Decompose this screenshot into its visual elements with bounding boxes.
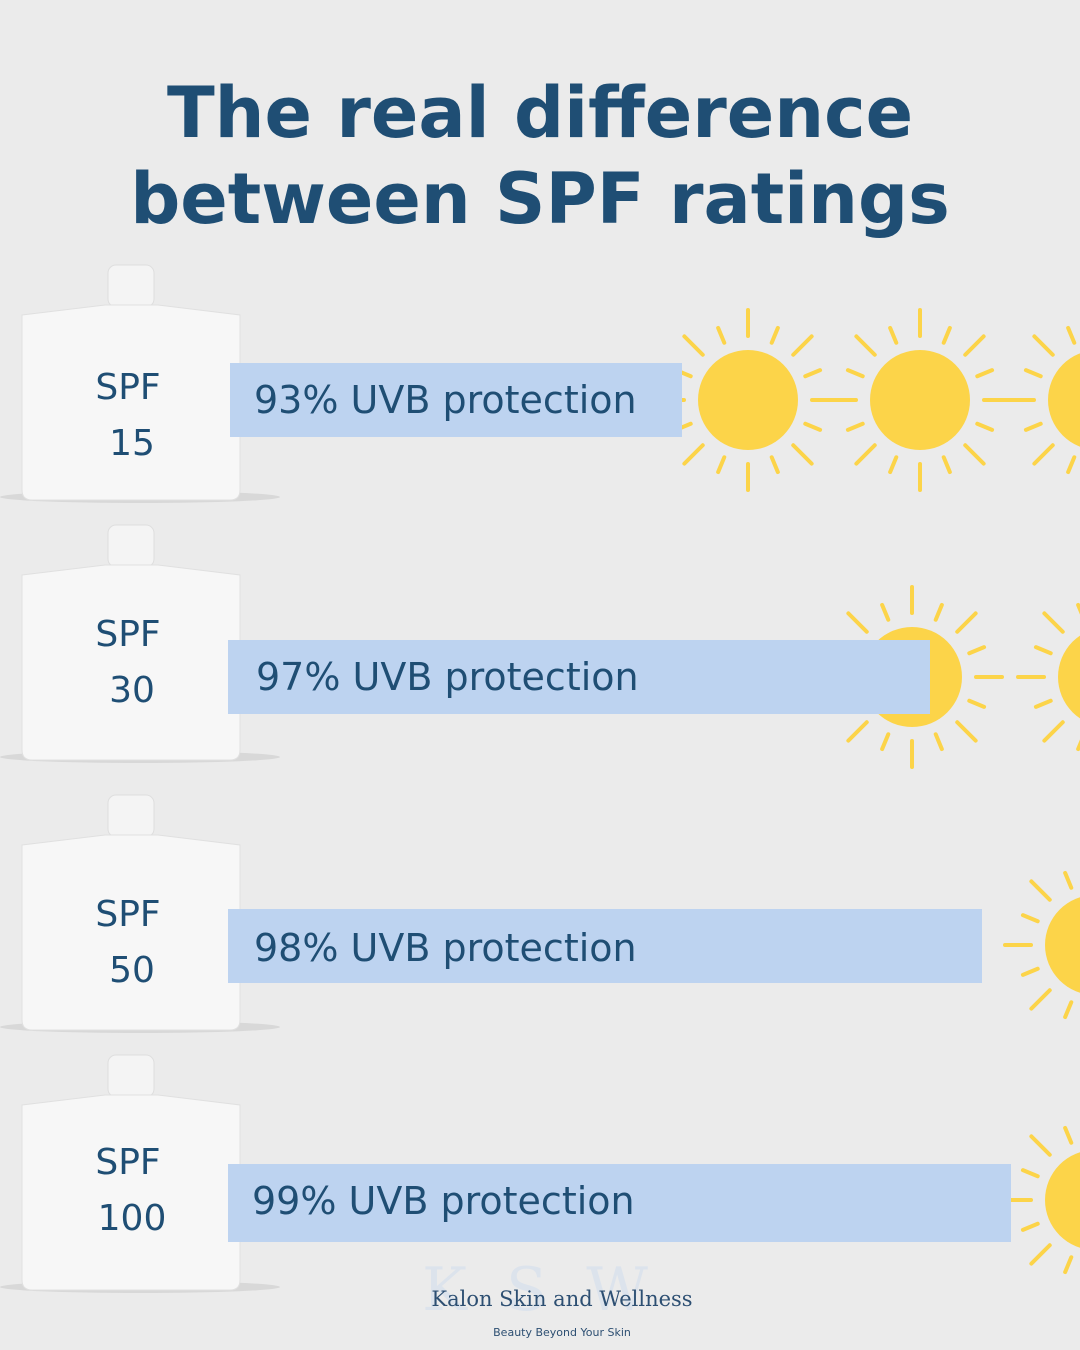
- sun-ray: [803, 368, 823, 379]
- sun-ray: [1029, 988, 1052, 1011]
- sun-ray: [963, 334, 986, 357]
- title-line: The real difference: [166, 72, 914, 154]
- sun-ray: [1042, 611, 1065, 634]
- tagline: Beauty Beyond Your Skin: [493, 1326, 631, 1339]
- sun-ray: [1042, 720, 1065, 743]
- sun-ray: [1029, 1134, 1052, 1157]
- sun: [1048, 353, 1080, 447]
- sun-ray: [1066, 455, 1077, 475]
- sun-ray: [880, 732, 891, 752]
- spf-value: 30: [109, 670, 155, 711]
- sun-ray: [1033, 645, 1053, 656]
- sun-ray: [769, 455, 780, 475]
- sun-ray: [975, 421, 995, 432]
- sun-ray: [1032, 443, 1055, 466]
- watermark: K S W: [422, 1255, 658, 1325]
- spf-label: SPF: [95, 614, 161, 655]
- bottle-body: [21, 1094, 241, 1291]
- sun: [698, 350, 798, 450]
- sun: [1058, 635, 1080, 719]
- sun-ray: [791, 334, 814, 357]
- sun-ray: [1032, 334, 1055, 357]
- spf-value: 100: [97, 1198, 167, 1239]
- sun-ray: [1023, 421, 1043, 432]
- sun-ray: [1033, 698, 1053, 709]
- sun: [1045, 897, 1080, 993]
- protection: 99% UVB protection: [252, 1179, 635, 1223]
- sun-ray: [1063, 1255, 1074, 1275]
- sun-ray: [1029, 879, 1052, 902]
- sun-ray: [941, 455, 952, 475]
- protection: 97% UVB protection: [256, 655, 639, 699]
- bottle-body: [21, 834, 241, 1031]
- bar: [228, 1164, 1011, 1242]
- bar: [228, 640, 930, 714]
- bottle-body: [21, 564, 241, 761]
- sun-ray: [1020, 966, 1040, 977]
- spf-value: 15: [109, 423, 155, 464]
- sun-ray: [1020, 913, 1040, 924]
- sun-ray: [955, 720, 978, 743]
- bottle-cap: [107, 524, 155, 568]
- bottle-body: [21, 304, 241, 501]
- sun-ray: [975, 368, 995, 379]
- sun-ray: [1020, 1168, 1040, 1179]
- sun-ray: [888, 455, 899, 475]
- sun-ray: [941, 325, 952, 345]
- sun-ray: [1076, 602, 1080, 615]
- sun-ray: [716, 455, 727, 475]
- spf-value: 50: [109, 950, 155, 991]
- sun-ray: [803, 421, 823, 432]
- sun-ray: [846, 720, 869, 743]
- bottle-cap: [107, 1054, 155, 1098]
- sun-ray: [1066, 325, 1077, 345]
- sun-ray: [933, 602, 944, 622]
- protection: 93% UVB protection: [254, 378, 637, 422]
- spf-label: SPF: [95, 367, 161, 408]
- sun-ray: [933, 732, 944, 752]
- sun-ray: [854, 334, 877, 357]
- brand: Kalon Skin and Wellness: [431, 1287, 693, 1311]
- bottle-cap: [107, 264, 155, 308]
- sun-ray: [1063, 870, 1074, 890]
- sun-ray: [846, 611, 869, 634]
- spf-label: SPF: [95, 1142, 161, 1183]
- sun-ray: [1076, 739, 1080, 752]
- sun-ray: [1029, 1243, 1052, 1266]
- sun-ray: [769, 325, 780, 345]
- sun-ray: [682, 334, 705, 357]
- sun-ray: [845, 368, 865, 379]
- sun-ray: [854, 443, 877, 466]
- sun-ray: [791, 443, 814, 466]
- sun-ray: [1023, 368, 1043, 379]
- sun-ray: [967, 645, 987, 656]
- sun-ray: [880, 602, 891, 622]
- title-line: between SPF ratings: [130, 158, 950, 240]
- sun-ray: [955, 611, 978, 634]
- sun-ray: [682, 443, 705, 466]
- sun: [1045, 1152, 1080, 1248]
- sun-ray: [845, 421, 865, 432]
- sun-ray: [1020, 1221, 1040, 1232]
- sun-ray: [1063, 1125, 1074, 1145]
- protection: 98% UVB protection: [254, 926, 637, 970]
- sun: [870, 350, 970, 450]
- sun-ray: [888, 325, 899, 345]
- bar: [230, 363, 682, 437]
- sun-ray: [963, 443, 986, 466]
- bar: [228, 909, 982, 983]
- bottle-cap: [107, 794, 155, 838]
- sun-ray: [1063, 1000, 1074, 1020]
- sun-ray: [716, 325, 727, 345]
- spf-label: SPF: [95, 894, 161, 935]
- sun-ray: [967, 698, 987, 709]
